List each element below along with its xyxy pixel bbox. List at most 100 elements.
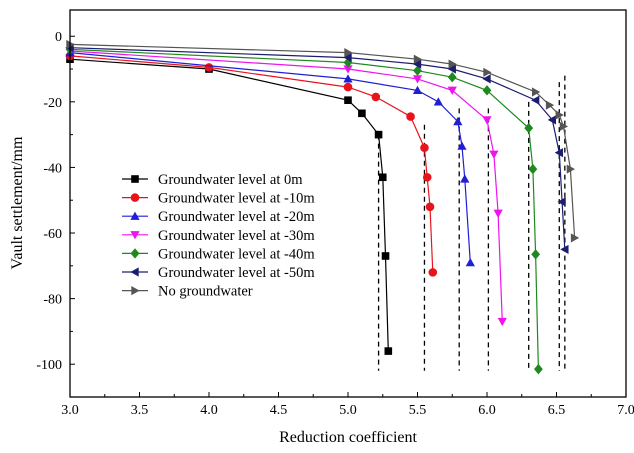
data-point-2-2 — [204, 63, 214, 72]
data-point-7-8 — [555, 110, 564, 120]
data-point-5-3 — [413, 65, 422, 76]
legend: Groundwater level at 0m Groundwater level… — [122, 172, 315, 300]
data-point-3-6 — [457, 141, 467, 150]
series-7 — [66, 39, 580, 243]
series-line-3 — [69, 52, 471, 263]
x-tick-label: 7.0 — [617, 403, 634, 418]
data-point-6-9 — [557, 197, 566, 207]
data-series — [65, 39, 580, 375]
data-point-7-6 — [531, 87, 541, 97]
x-tick-label: 6.5 — [548, 403, 566, 418]
data-point-6-2 — [343, 52, 352, 63]
x-tick-label: 5.0 — [339, 403, 357, 418]
data-point-2-9 — [428, 268, 438, 277]
data-point-3-5 — [453, 116, 463, 126]
legend-item-4: Groundwater level at -30m — [122, 228, 315, 244]
data-point-6-3 — [412, 59, 422, 69]
y-axis-title: Vault settlement/mm — [9, 136, 26, 269]
series-line-1 — [69, 58, 389, 352]
series-line-4 — [69, 50, 503, 322]
data-point-4-6 — [489, 150, 499, 159]
x-tick-label: 4.0 — [200, 403, 218, 418]
legend-item-3: Groundwater level at -20m — [122, 209, 315, 225]
x-tick-label: 3.5 — [131, 403, 149, 418]
data-point-5-2 — [343, 57, 353, 68]
data-point-7-2 — [344, 48, 353, 58]
series-5 — [65, 44, 543, 375]
data-point-1-3 — [344, 96, 352, 104]
series-3 — [65, 48, 475, 267]
legend-marker — [131, 286, 140, 296]
legend-label: Groundwater level at -50m — [158, 265, 315, 281]
data-point-4-7 — [493, 209, 503, 218]
data-point-7-10 — [566, 164, 575, 174]
data-point-6-8 — [554, 148, 563, 158]
data-point-3-2 — [343, 74, 353, 83]
data-point-1-4 — [358, 109, 366, 118]
data-point-2-7 — [422, 172, 432, 182]
data-point-6-6 — [531, 95, 540, 105]
legend-item-2: Groundwater level at -10m — [122, 191, 315, 207]
y-tick-label: -80 — [43, 293, 62, 308]
data-point-7-5 — [483, 67, 492, 77]
data-point-6-10 — [560, 244, 569, 255]
y-tick-label: 0 — [55, 30, 62, 45]
data-point-6-4 — [447, 64, 456, 74]
data-point-2-5 — [406, 112, 415, 121]
y-tick-label: -40 — [43, 161, 62, 176]
data-point-3-3 — [412, 85, 423, 95]
data-point-7-7 — [545, 100, 555, 110]
legend-marker — [130, 211, 140, 220]
data-point-7-3 — [413, 54, 423, 64]
data-point-1-8 — [384, 347, 393, 355]
legend-marker — [130, 248, 140, 259]
series-line-6 — [69, 47, 566, 250]
data-point-5-4 — [447, 72, 457, 83]
x-tick-label: 5.5 — [409, 403, 427, 418]
legend-marker — [130, 267, 139, 277]
data-point-4-2 — [343, 65, 353, 74]
data-point-2-8 — [425, 202, 435, 212]
data-point-1-7 — [381, 252, 390, 260]
data-point-7-11 — [570, 233, 580, 243]
y-tick-label: -60 — [43, 227, 62, 242]
data-point-1-5 — [374, 130, 383, 139]
x-tick-label: 3.0 — [61, 403, 79, 418]
legend-marker — [131, 175, 139, 183]
data-point-2-4 — [371, 92, 381, 102]
data-point-4-8 — [497, 317, 507, 327]
data-point-5-8 — [531, 249, 541, 260]
legend-label: Groundwater level at 0m — [158, 172, 303, 188]
data-point-4-3 — [412, 75, 423, 84]
data-point-6-7 — [547, 115, 557, 125]
data-point-7-9 — [559, 121, 569, 132]
legend-label: Groundwater level at -20m — [158, 209, 315, 225]
data-point-5-9 — [534, 363, 543, 375]
data-point-3-7 — [460, 174, 470, 183]
data-point-6-5 — [482, 74, 491, 84]
y-tick-label: -100 — [36, 358, 62, 373]
legend-item-6: Groundwater level at -50m — [122, 265, 315, 281]
data-point-7-4 — [448, 59, 457, 69]
data-point-1-6 — [378, 173, 387, 182]
legend-label: Groundwater level at -10m — [158, 191, 315, 207]
legend-label: No groundwater — [158, 284, 253, 300]
legend-item-5: Groundwater level at -40m — [122, 246, 315, 262]
data-point-3-4 — [433, 97, 443, 106]
data-point-3-8 — [465, 257, 475, 267]
data-point-5-5 — [482, 85, 492, 96]
x-tick-label: 6.0 — [478, 403, 496, 418]
series-line-7 — [69, 43, 576, 238]
legend-marker — [130, 231, 140, 240]
legend-item-1: Groundwater level at 0m — [122, 172, 303, 188]
legend-marker — [130, 193, 140, 202]
data-point-2-3 — [343, 82, 353, 92]
legend-label: Groundwater level at -40m — [158, 246, 315, 262]
x-axis-title: Reduction coefficient — [279, 429, 417, 446]
series-6 — [65, 43, 569, 255]
y-tick-label: -20 — [43, 96, 62, 111]
axis-ticks: 3.0 3.5 4.0 4.5 5.0 5.5 6.0 6.5 7.0 0 -20 -40 -60 -80… — [36, 30, 634, 418]
data-point-4-4 — [447, 86, 457, 95]
